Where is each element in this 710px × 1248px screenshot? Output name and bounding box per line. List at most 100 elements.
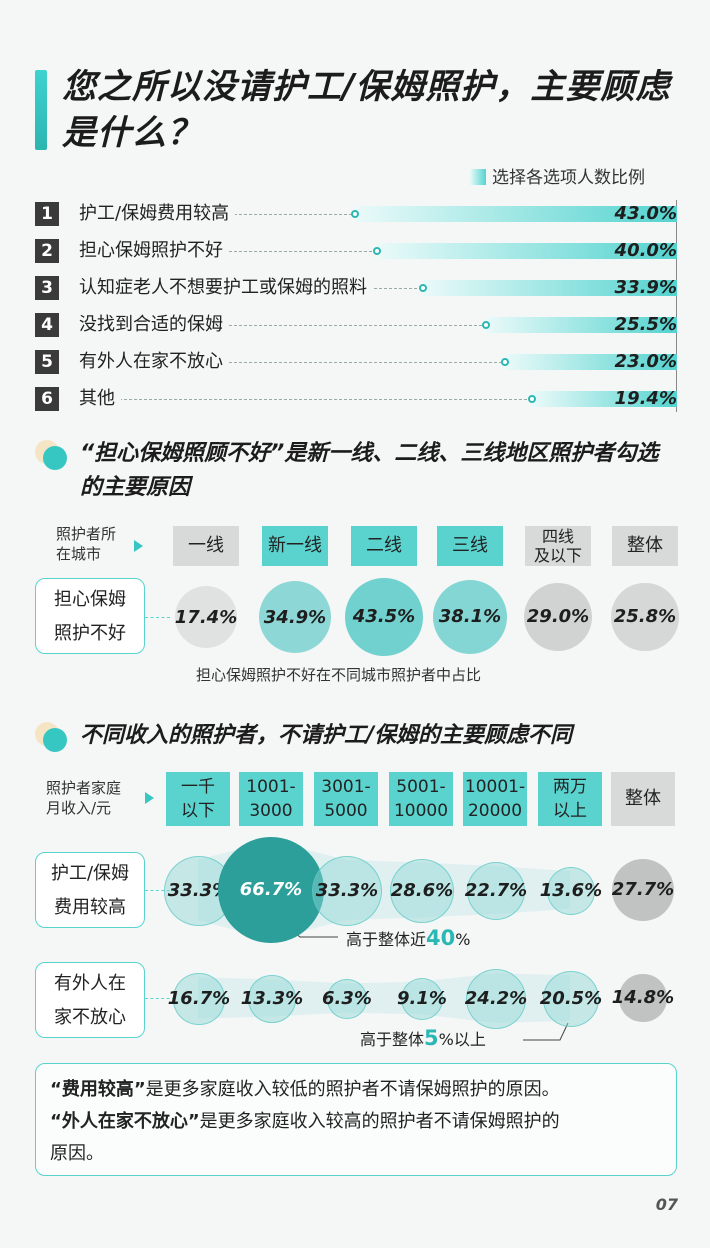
rank-badge: 5 [35, 350, 59, 374]
income-header-line: 3001- [321, 777, 371, 797]
income-header-line: 5001- [396, 777, 446, 797]
page-number: 07 [655, 1195, 678, 1214]
bar [527, 391, 677, 407]
title-accent-bar [35, 70, 47, 150]
city-bubble: 17.4% [175, 586, 237, 648]
bar-label: 有外人在家不放心 [79, 350, 229, 374]
city-header: 二线 [351, 526, 417, 566]
income-bubble: 13.3% [241, 975, 303, 1023]
income-header: 10001- 20000 [463, 772, 527, 826]
bar-row: 3 认知症老人不想要护工或保姆的照料 33.9% [35, 276, 677, 300]
page-title: 您之所以没请护工/保姆照护，主要顾虑是什么？ [62, 67, 671, 153]
bar-value: 33.9% [614, 277, 677, 298]
annotation-leader [523, 1022, 569, 1041]
annotation-1: 高于整体近40% [346, 926, 471, 950]
income-bubble: 24.2% [465, 969, 527, 1029]
income-header-line: 两万 [553, 777, 587, 797]
section2-title: “担心保姆照顾不好”是新一线、二线、三线地区照护者勾选的主要原因 [80, 441, 659, 500]
income-bubble: 22.7% [465, 861, 527, 921]
bar [373, 243, 677, 259]
income-bubble: 13.6% [540, 867, 602, 915]
city-header-line: 整体 [627, 535, 663, 556]
income-bubble: 33.3% [311, 855, 383, 927]
city-header-line: 及以下 [533, 546, 582, 565]
series2-connector [145, 998, 175, 999]
series1-row-label: 护工/保姆 费用较高 [35, 852, 145, 928]
income-bubble: 16.7% [168, 973, 230, 1025]
rank-badge: 2 [35, 239, 59, 263]
income-header-line: 20000 [467, 801, 523, 821]
income-bubble: 28.6% [389, 858, 455, 924]
income-bubble: 6.3% [322, 979, 372, 1019]
bar [500, 354, 677, 370]
income-header: 整体 [611, 772, 675, 826]
bar-label: 没找到合适的保姆 [79, 313, 229, 337]
rank-badge: 4 [35, 313, 59, 337]
city-bubble: 43.5% [345, 578, 423, 656]
city-arrow-icon [134, 540, 143, 552]
city-bubble: 25.8% [611, 583, 679, 651]
bar-value: 25.5% [614, 314, 677, 335]
bar-row: 1 护工/保姆费用较高 43.0% [35, 202, 677, 226]
bar-value: 43.0% [614, 203, 677, 224]
section3-title: 不同收入的照护者，不请护工/保姆的主要顾虑不同 [80, 723, 573, 748]
city-header-line: 三线 [452, 535, 488, 556]
income-bubble: 9.1% [397, 977, 447, 1021]
bar [350, 206, 677, 222]
income-header-line: 1001- [246, 777, 296, 797]
legend: 选择各选项人数比例 [470, 163, 645, 188]
income-header-line: 3000 [249, 801, 293, 821]
city-header: 整体 [612, 526, 678, 566]
rank-badge: 6 [35, 387, 59, 411]
bar-label: 护工/保姆费用较高 [79, 202, 236, 226]
bar-value: 23.0% [614, 351, 677, 372]
income-header: 1001- 3000 [239, 772, 303, 826]
bar-row: 4 没找到合适的保姆 25.5% [35, 313, 677, 337]
rank-badge: 1 [35, 202, 59, 226]
income-header: 3001- 5000 [314, 772, 378, 826]
city-bubble: 34.9% [258, 580, 332, 654]
summary-note: “费用较高”是更多家庭收入较低的照护者不请保姆照护的原因。 “外人在家不放心”是… [35, 1063, 677, 1176]
bar-value: 40.0% [614, 240, 677, 261]
series1-connector [145, 890, 175, 891]
income-header-line: 一千 [181, 777, 215, 797]
bar-row: 6 其他 19.4% [35, 387, 677, 411]
city-bubble: 38.1% [432, 579, 508, 655]
annotation-2: 高于整体5%以上 [360, 1026, 486, 1050]
income-bubble: 20.5% [540, 971, 602, 1027]
city-header-line: 四线 [541, 527, 574, 546]
income-bubble: 27.7% [612, 859, 674, 921]
city-caption: 担心保姆照护不好在不同城市照护者中占比 [196, 666, 482, 684]
income-header-line: 整体 [625, 788, 661, 809]
city-header: 一线 [173, 526, 239, 566]
leader-line [79, 399, 677, 400]
income-header: 5001- 10000 [389, 772, 453, 826]
income-header: 两万 以上 [538, 772, 602, 826]
income-header-line: 以下 [181, 801, 215, 821]
income-bubble: 66.7% [217, 836, 325, 944]
section-bullet-icon [35, 440, 67, 470]
city-row-header: 照护者所 在城市 [56, 525, 117, 563]
income-header-line: 以上 [553, 801, 587, 821]
leader-line [79, 362, 677, 363]
city-header-line: 新一线 [268, 535, 322, 556]
rank-badge: 3 [35, 276, 59, 300]
bar-row: 5 有外人在家不放心 23.0% [35, 350, 677, 374]
city-header-line: 一线 [188, 535, 224, 556]
bar-row: 2 担心保姆照护不好 40.0% [35, 239, 677, 263]
legend-label: 选择各选项人数比例 [492, 168, 645, 188]
section-bullet-icon [35, 722, 67, 752]
legend-swatch [470, 169, 486, 185]
leader-line [79, 288, 677, 289]
city-header: 四线 及以下 [525, 526, 591, 566]
bar [481, 317, 677, 333]
city-header: 新一线 [262, 526, 328, 566]
bar-label: 担心保姆照护不好 [79, 239, 229, 263]
bar-chart-axis [676, 200, 677, 412]
city-bubble: 29.0% [523, 582, 593, 652]
income-header-line: 5000 [324, 801, 368, 821]
income-header: 一千 以下 [166, 772, 230, 826]
income-row-header: 照护者家庭 月收入/元 [46, 779, 122, 817]
city-connector [145, 617, 170, 618]
